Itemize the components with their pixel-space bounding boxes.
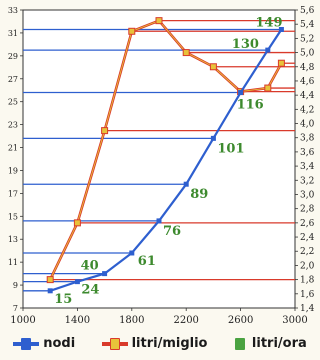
nodi-data-label: 116	[237, 98, 264, 113]
left-tick-label: 29	[8, 52, 18, 61]
litri-miglio-point	[128, 27, 136, 35]
legend-swatch-litri-miglio	[101, 337, 128, 351]
litri-miglio-point	[155, 17, 163, 25]
right-tick-label: 3,6	[300, 148, 315, 158]
left-tick-label: 11	[8, 258, 18, 267]
right-tick-label: 2,4	[300, 233, 315, 243]
litri-miglio-point	[264, 84, 272, 92]
right-tick-label: 4,0	[300, 120, 315, 130]
legend: nodi litri/miglio litri/ora	[0, 327, 320, 360]
right-tick-label: 2,6	[300, 219, 315, 229]
right-tick-label: 4,4	[300, 91, 315, 101]
litri-miglio-point	[46, 276, 54, 284]
litri-miglio-point	[209, 63, 217, 71]
right-tick-label: 3,4	[300, 162, 315, 172]
legend-swatch-litri-ora	[234, 337, 248, 351]
right-tick-label: 2,2	[300, 247, 314, 257]
left-tick-label: 27	[8, 75, 18, 84]
nodi-point	[129, 250, 135, 256]
left-tick-label: 9	[13, 281, 18, 290]
nodi-data-label: 101	[217, 141, 244, 156]
nodi-point	[210, 135, 216, 141]
left-tick-label: 31	[8, 29, 18, 38]
x-tick-label: 1800	[119, 315, 144, 326]
nodi-point	[47, 288, 53, 294]
nodi-data-label: 76	[163, 224, 181, 239]
nodi-data-label: 149	[255, 15, 282, 30]
x-tick-label: 1000	[10, 315, 35, 326]
right-tick-label: 1,6	[300, 290, 315, 300]
left-tick-label: 17	[8, 189, 18, 198]
right-tick-label: 2,8	[300, 205, 315, 215]
nodi-point	[265, 47, 271, 53]
legend-label-litri-miglio: litri/miglio	[131, 336, 208, 351]
litri-miglio-point	[101, 127, 109, 135]
right-tick-label: 3,2	[300, 176, 314, 186]
legend-swatch-nodi	[13, 337, 40, 351]
legend-item-litri-miglio: litri/miglio	[101, 336, 208, 351]
litri-miglio-point	[277, 59, 285, 67]
legend-item-nodi: nodi	[13, 336, 75, 351]
chart-svg: 7 9 11 13 15 17 19 21 23 25 27 29 31 33 1,4 1,6 1,8 2,0 2,…	[8, 6, 315, 326]
right-tick-label: 4,8	[300, 63, 315, 73]
right-tick-label: 5,4	[300, 20, 315, 30]
right-tick-label: 4,6	[300, 77, 315, 87]
nodi-line	[49, 28, 283, 292]
x-tick-label: 2600	[228, 315, 253, 326]
x-tick-label: 2200	[173, 315, 198, 326]
left-tick-label: 13	[8, 235, 18, 244]
nodi-data-label: 89	[190, 187, 208, 202]
right-tick-label: 2,0	[300, 261, 315, 271]
nodi-point	[183, 181, 189, 187]
left-tick-label: 23	[8, 121, 18, 130]
litri-miglio-point	[73, 219, 81, 227]
legend-label-litri-ora: litri/ora	[251, 336, 307, 351]
left-tick-label: 19	[8, 166, 18, 175]
nodi-point	[278, 26, 284, 32]
nodi-data-label: 130	[232, 37, 259, 52]
left-tick-label: 25	[8, 98, 18, 107]
nodi-point	[156, 218, 162, 224]
left-tick-label: 21	[8, 144, 18, 153]
x-tick-label: 1400	[65, 315, 90, 326]
nodi-point	[102, 271, 108, 277]
right-tick-label: 1,8	[300, 276, 315, 286]
nodi-data-label: 61	[138, 254, 156, 269]
plot-area	[22, 9, 296, 309]
nodi-point	[74, 279, 80, 285]
left-tick-label: 7	[13, 304, 18, 313]
nodi-data-label: 24	[81, 283, 99, 298]
right-tick-label: 3,8	[300, 134, 315, 144]
right-tick-label: 3,0	[300, 190, 315, 200]
right-tick-label: 5,2	[300, 34, 314, 44]
right-tick-label: 5,0	[300, 49, 315, 59]
left-tick-label: 33	[8, 6, 18, 15]
right-tick-label: 4,2	[300, 105, 314, 115]
nodi-data-label: 15	[54, 292, 72, 307]
litri-miglio-line-highlight	[49, 20, 282, 280]
left-tick-label: 15	[8, 212, 18, 221]
legend-label-nodi: nodi	[43, 336, 76, 351]
nodi-data-label: 40	[81, 259, 99, 274]
nodi-point	[238, 90, 244, 96]
litri-miglio-point	[182, 49, 190, 57]
legend-item-litri-ora: litri/ora	[234, 336, 307, 351]
right-tick-label: 5,6	[300, 6, 315, 16]
right-tick-label: 1,4	[300, 304, 315, 314]
x-tick-label: 3000	[282, 315, 307, 326]
